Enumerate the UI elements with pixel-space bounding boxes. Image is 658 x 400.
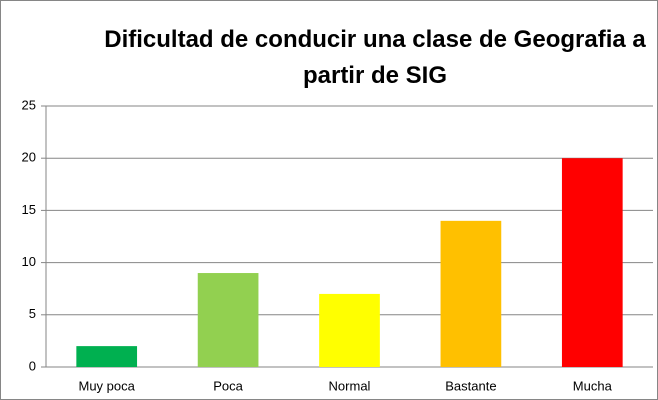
y-tick-label: 0: [29, 358, 36, 373]
y-tick-label: 15: [22, 202, 36, 217]
chart-title: Dificultad de conducir una clase de Geog…: [104, 26, 646, 89]
y-tick-label: 25: [22, 97, 36, 112]
bar: [319, 293, 380, 367]
x-tick-label: Normal: [329, 378, 371, 393]
y-tick-label: 20: [22, 150, 36, 165]
bar: [76, 346, 138, 367]
x-tick-label: Mucha: [573, 378, 613, 393]
bar: [197, 273, 259, 367]
bar: [561, 158, 623, 367]
y-tick-label: 10: [22, 254, 36, 269]
x-tick-label: Bastante: [445, 378, 496, 393]
y-tick-label: 5: [29, 306, 36, 321]
bar: [440, 220, 502, 367]
x-tick-label: Poca: [213, 378, 243, 393]
x-tick-label: Muy poca: [79, 378, 136, 393]
